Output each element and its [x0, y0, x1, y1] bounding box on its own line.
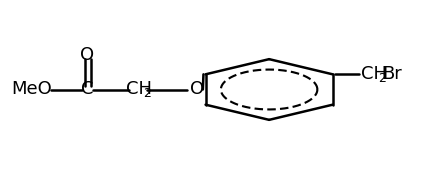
Text: MeO: MeO: [11, 81, 52, 98]
Text: CH: CH: [361, 65, 388, 83]
Text: CH: CH: [126, 81, 152, 98]
Text: Br: Br: [382, 65, 402, 83]
Text: 2: 2: [378, 72, 386, 85]
Text: O: O: [80, 46, 95, 64]
Text: C: C: [81, 81, 94, 98]
Text: 2: 2: [143, 87, 151, 100]
Text: O: O: [190, 81, 204, 98]
